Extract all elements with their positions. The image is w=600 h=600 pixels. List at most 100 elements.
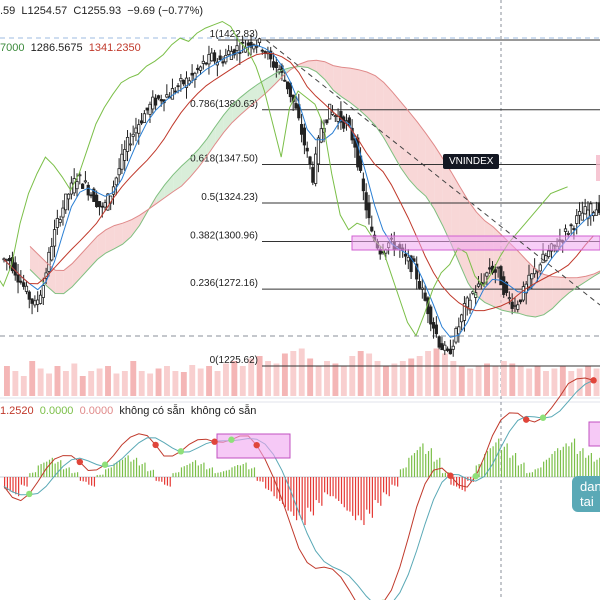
volume-bar: [79, 376, 86, 396]
candle-down: [212, 52, 217, 62]
macd-bar-negative: [335, 477, 337, 499]
macd-bar-positive: [124, 457, 126, 477]
macd-bar-negative: [18, 477, 20, 497]
candle-up: [165, 94, 169, 98]
macd-bar-positive: [425, 453, 427, 477]
candle-down: [269, 50, 273, 60]
volume-bar: [593, 368, 600, 396]
candle-down: [502, 276, 506, 295]
ichimoku-lines: [0, 20, 600, 338]
candle-up: [75, 181, 79, 190]
macd-bar-positive: [178, 472, 180, 477]
macd-bar-positive: [545, 459, 548, 477]
macd-bar-positive: [71, 473, 73, 477]
candle-down: [308, 156, 312, 165]
volume-bar: [408, 358, 415, 396]
candle-down: [238, 51, 242, 54]
volume-bar: [416, 356, 423, 396]
kumo-bear-segment: [552, 276, 561, 309]
volume-bar: [332, 363, 339, 396]
candle-down: [173, 90, 177, 93]
macd-bar-positive: [65, 468, 67, 477]
candle-up: [476, 283, 481, 287]
macd-bar-positive: [121, 459, 124, 477]
macd-bar-positive: [416, 450, 418, 477]
macd-bar-positive: [444, 472, 446, 477]
macd-bar-positive: [514, 453, 517, 477]
kumo-bear-segment: [442, 158, 452, 244]
macd-bar-positive: [489, 448, 491, 477]
macd-bar-negative: [166, 477, 169, 486]
macd-bar-negative: [23, 477, 25, 486]
macd-bar-negative: [155, 477, 157, 481]
candle-down: [569, 224, 573, 227]
candle-down: [285, 81, 290, 90]
candle-down: [339, 111, 343, 123]
supply-zone-rect[interactable]: [351, 235, 600, 251]
candle-down: [518, 299, 523, 303]
candle-up: [184, 77, 189, 88]
candle-down: [249, 41, 253, 48]
volume-bar: [324, 361, 330, 396]
candle-down: [434, 324, 438, 335]
kumo-bear-segment: [105, 225, 115, 253]
candle-up: [586, 209, 590, 220]
kumo-bear-segment: [55, 270, 64, 294]
macd-bar-negative: [340, 477, 343, 504]
macd-bar-positive: [105, 469, 107, 477]
macd-bar-negative: [284, 477, 286, 508]
macd-bar-negative: [329, 477, 331, 497]
macd-bar-negative: [4, 477, 6, 489]
volume-bar: [391, 363, 398, 396]
macd-bar-positive: [57, 461, 59, 477]
volume-bar: [37, 368, 44, 396]
macd-bar-negative: [9, 477, 11, 492]
candle-down: [311, 167, 315, 183]
volume-bar: [500, 361, 507, 396]
macd-bar-negative: [360, 477, 362, 521]
candle-down: [218, 55, 222, 61]
volume-bar: [197, 368, 204, 396]
candle-down: [305, 147, 309, 152]
candle-up: [47, 251, 51, 272]
macd-bar-negative: [295, 477, 298, 521]
macd-zone-rect[interactable]: [216, 433, 291, 459]
kumo-bear-segment: [341, 67, 351, 103]
volume-bar: [4, 366, 10, 396]
macd-bar-positive: [186, 465, 188, 477]
macd-bar-positive: [585, 457, 587, 477]
candle-up: [451, 345, 455, 350]
macd-bar-positive: [579, 451, 581, 477]
macd-bar-positive: [51, 457, 53, 477]
volume-bar: [450, 361, 457, 396]
tooltip-bubble[interactable]: dan tai: [572, 476, 600, 512]
macd-bar-positive: [74, 472, 76, 477]
candle-up: [235, 45, 239, 51]
macd-bar-positive: [102, 474, 104, 477]
macd-bar-positive: [253, 467, 256, 477]
macd-bar-negative: [458, 477, 461, 489]
kumo-bull-segment: [198, 138, 207, 168]
macd-bar-positive: [481, 462, 483, 477]
candle-down: [92, 188, 96, 202]
trend-line-dashed[interactable]: [265, 39, 600, 306]
candle-down: [347, 117, 351, 126]
fibonacci-retracement[interactable]: 1(1422.83) 0.786(1380.63) 0.618(1347.50) 0.…: [190, 29, 600, 367]
macd-bar-negative: [368, 477, 371, 514]
candle-down: [204, 62, 208, 65]
macd-bar-positive: [68, 467, 70, 477]
macd-bar-positive: [62, 469, 65, 477]
candle-up: [594, 209, 598, 216]
macd-bar-negative: [279, 477, 281, 501]
candle-up: [462, 303, 467, 321]
candle-up: [137, 124, 141, 134]
volume-bar: [290, 351, 297, 396]
volume-bar: [29, 361, 36, 396]
kumo-bear-segment: [400, 101, 410, 180]
candle-up: [201, 60, 205, 64]
candlestick-series: [2, 34, 600, 357]
senkou-span-a: [29, 65, 600, 318]
candle-down: [95, 194, 99, 208]
volume-bar: [526, 368, 533, 396]
